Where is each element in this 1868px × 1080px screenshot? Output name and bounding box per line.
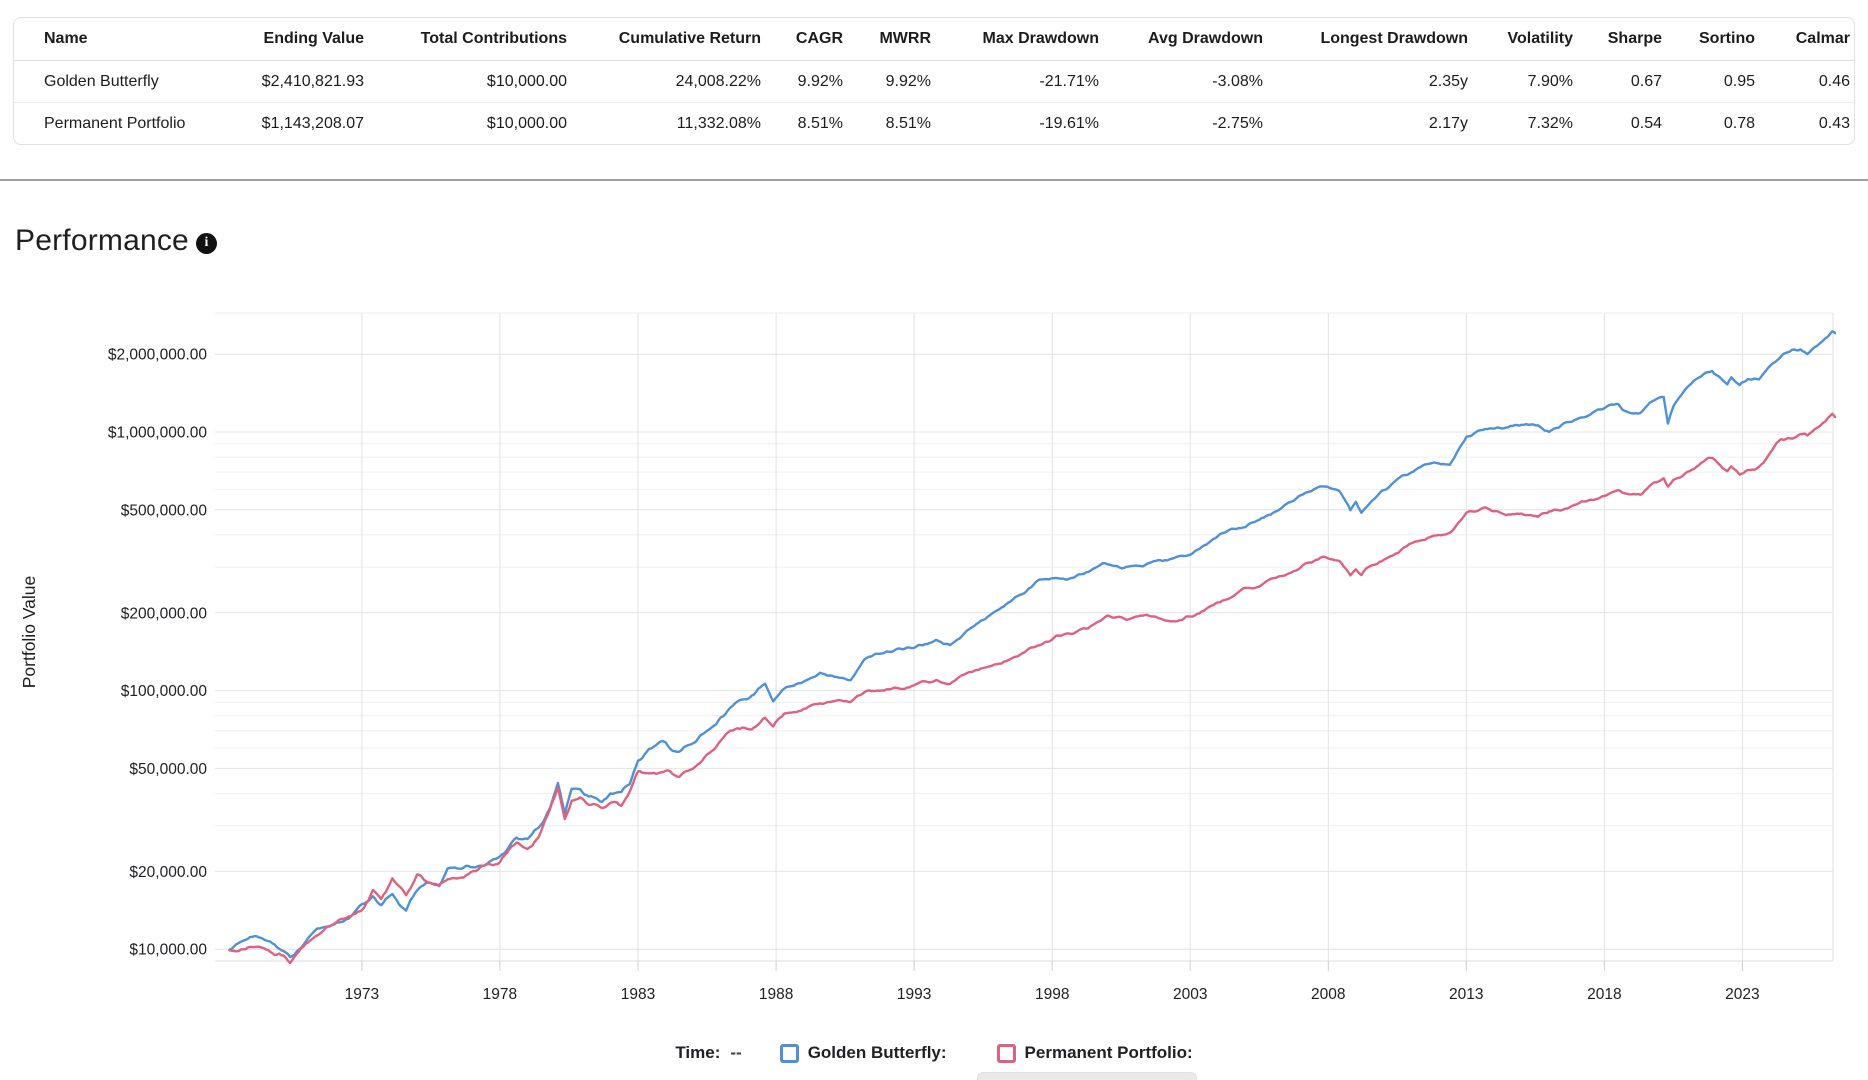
header-cell: Name [44, 30, 88, 47]
table-cell: 7.90% [1527, 72, 1573, 90]
table-row: Golden Butterfly $2,410,821.93 $10,000.00 2… [14, 61, 1854, 102]
table-cell: -3.08% [1212, 72, 1263, 90]
table-cell: 9.92% [797, 72, 843, 90]
y-axis-label: $500,000.00 [121, 502, 208, 519]
y-axis-label: $10,000.00 [129, 942, 207, 959]
header-cell: MWRR [879, 30, 931, 47]
chart-legend: Time: -- Golden Butterfly: Permanent Port… [0, 1043, 1868, 1063]
x-axis-label: 1993 [897, 986, 931, 1003]
legend-item-permanent-portfolio[interactable]: Permanent Portfolio: [996, 1043, 1193, 1063]
table-cell: 0.46 [1818, 72, 1850, 90]
header-cell: Sharpe [1607, 30, 1662, 47]
table-cell: Golden Butterfly [44, 72, 159, 90]
table-cell: 11,332.08% [676, 114, 761, 132]
portfolio-summary-table: Name Ending Value Total Contributions Cumul… [13, 17, 1855, 145]
table-cell: 9.92% [885, 72, 931, 90]
section-divider [0, 179, 1868, 181]
y-axis-title: Portfolio Value [19, 576, 39, 689]
x-axis-label: 2018 [1587, 986, 1621, 1003]
table-cell: $2,410,821.93 [261, 72, 364, 90]
y-axis-label: $1,000,000.00 [108, 425, 208, 442]
header-cell: Sortino [1699, 30, 1755, 47]
y-axis-label: $20,000.00 [129, 864, 207, 881]
table-cell: 7.32% [1527, 114, 1573, 132]
x-axis-label: 1983 [621, 986, 655, 1003]
performance-header: Performance i [15, 224, 217, 258]
table-cell: 2.35y [1428, 72, 1468, 90]
x-axis-label: 2013 [1449, 986, 1483, 1003]
x-axis-label: 2003 [1173, 986, 1207, 1003]
header-cell: Longest Drawdown [1320, 30, 1468, 47]
x-axis-label: 1998 [1035, 986, 1069, 1003]
table-cell: 0.43 [1818, 114, 1850, 132]
table-cell: $10,000.00 [486, 72, 567, 90]
table-cell: -2.75% [1212, 114, 1263, 132]
chart-plot-area[interactable] [215, 313, 1833, 961]
y-axis-label: $50,000.00 [129, 761, 207, 778]
header-cell: Total Contributions [420, 30, 567, 47]
header-cell: Max Drawdown [982, 30, 1099, 47]
y-axis-label: $200,000.00 [121, 605, 208, 622]
x-axis-label: 1988 [759, 986, 793, 1003]
table-cell: 8.51% [797, 114, 843, 132]
table-header-row: Name Ending Value Total Contributions Cumul… [14, 18, 1854, 61]
series-line-golden-butterfly [228, 330, 1837, 959]
header-cell: Ending Value [263, 30, 364, 47]
series-line-permanent-portfolio [228, 412, 1837, 965]
table-cell: Permanent Portfolio [44, 114, 186, 132]
info-icon[interactable]: i [195, 232, 217, 254]
x-axis-label: 1978 [483, 986, 517, 1003]
bottom-cutoff-tooltip [977, 1072, 1197, 1080]
table-cell: 2.17y [1428, 114, 1468, 132]
header-cell: CAGR [795, 30, 843, 47]
table-cell: -21.71% [1039, 72, 1099, 90]
header-cell: Avg Drawdown [1148, 30, 1263, 47]
page-title: Performance [15, 224, 189, 257]
table-cell: 0.67 [1630, 72, 1662, 90]
header-cell: Volatility [1507, 30, 1574, 47]
y-axis-label: $100,000.00 [121, 683, 208, 700]
table-cell: $1,143,208.07 [261, 114, 364, 132]
legend-swatch-icon [779, 1043, 799, 1063]
legend-time-value: -- [730, 1043, 742, 1062]
table-cell: 0.54 [1630, 114, 1662, 132]
legend-time-label: Time: [675, 1043, 721, 1062]
legend-item-label: Golden Butterfly: [807, 1043, 947, 1062]
legend-item-label: Permanent Portfolio: [1024, 1043, 1193, 1062]
table-cell: 24,008.22% [675, 72, 761, 90]
legend-swatch-icon [996, 1043, 1016, 1063]
y-axis-label: $2,000,000.00 [108, 347, 208, 364]
table-cell: -19.61% [1039, 114, 1099, 132]
table-cell: 0.95 [1723, 72, 1755, 90]
header-cell: Cumulative Return [618, 30, 761, 47]
x-axis-label: 2008 [1311, 986, 1345, 1003]
table-cell: 0.78 [1723, 114, 1755, 132]
x-axis-label: 1973 [345, 986, 379, 1003]
x-axis-label: 2023 [1725, 986, 1759, 1003]
legend-item-golden-butterfly[interactable]: Golden Butterfly: [779, 1043, 947, 1063]
table-cell: $10,000.00 [486, 114, 567, 132]
table-row: Permanent Portfolio $1,143,208.07 $10,000.… [14, 102, 1854, 144]
header-cell: Calmar [1795, 30, 1850, 47]
table-cell: 8.51% [885, 114, 931, 132]
